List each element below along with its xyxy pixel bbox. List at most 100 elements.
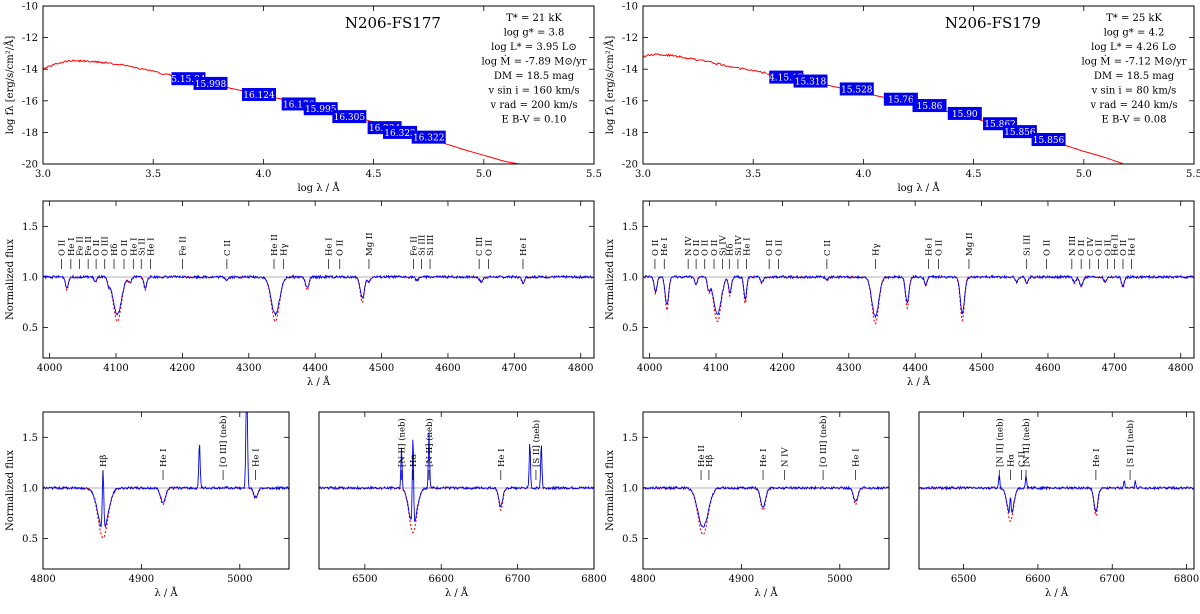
line-id-label: C II xyxy=(1018,451,1028,467)
panel-sed_right: 3.0 3.5 4.0 4.5 5.0 5.5 -10 -12 -14 -16 -18 -20 log … xyxy=(604,2,1200,195)
line-id-label: O III xyxy=(101,236,111,256)
x-tick-label: 4100 xyxy=(703,363,728,374)
y-tick-label: 0.5 xyxy=(22,534,38,545)
x-tick-label: 6700 xyxy=(505,574,530,585)
line-id: C II xyxy=(1018,451,1028,480)
stellar-parameter: v sin i = 160 km/s xyxy=(487,86,579,97)
model-spectrum-line xyxy=(919,487,1194,523)
line-id: Hα xyxy=(409,454,419,480)
photometry-label: 15.856 xyxy=(1004,128,1036,138)
x-tick-label: 4200 xyxy=(170,363,195,374)
stellar-parameter: T* = 21 kK xyxy=(506,13,562,24)
line-id: [O III] (neb) xyxy=(218,415,229,480)
line-id-label: He I xyxy=(759,448,769,467)
plot-frame xyxy=(642,200,1195,359)
line-id: He I xyxy=(159,448,169,480)
photometry-point: 16.305 xyxy=(332,110,367,124)
line-id: He I xyxy=(129,237,139,269)
line-id-label: O II xyxy=(651,240,661,256)
observed-spectrum-line xyxy=(319,432,594,522)
x-axis-label: λ / Å xyxy=(907,376,931,388)
line-id: Si II xyxy=(137,238,147,269)
stellar-parameter: DM = 18.5 mag xyxy=(1094,71,1175,82)
stellar-parameter: T* = 25 kK xyxy=(1106,13,1162,24)
x-axis-label: λ / Å xyxy=(307,376,331,388)
line-id-label: O II xyxy=(1043,240,1053,256)
x-tick-label: 4.0 xyxy=(255,169,271,180)
line-id-label: C II xyxy=(823,240,833,256)
photometry-box xyxy=(947,106,982,120)
panel-blue_right: 4000 4100 4200 4300 4400 4500 4600 4700 4800 0.5 1… xyxy=(605,200,1195,388)
x-tick-label: 4000 xyxy=(637,363,662,374)
line-id: O II xyxy=(934,240,944,269)
y-tick-label: 0.5 xyxy=(622,323,638,334)
x-tick-label: 5.5 xyxy=(586,169,602,180)
line-id: He I xyxy=(67,237,77,269)
x-tick-label: 4.5 xyxy=(366,169,382,180)
line-id-label: O II xyxy=(1104,240,1114,256)
line-id: Mg II xyxy=(965,232,975,269)
line-id-label: Mg II xyxy=(965,232,975,256)
photometry-box xyxy=(193,76,228,90)
line-id-label: He I xyxy=(660,237,670,256)
x-tick-label: 5.5 xyxy=(1186,169,1200,180)
line-id-label: O II xyxy=(1094,240,1104,256)
x-tick-label: 3.0 xyxy=(635,169,651,180)
line-id-label: Fe II xyxy=(76,236,86,256)
x-tick-label: 4800 xyxy=(1168,363,1193,374)
line-id: He I xyxy=(252,448,262,480)
model-spectrum-line xyxy=(319,487,594,534)
y-tick-label: -20 xyxy=(622,160,638,171)
photometry-point: 16.322 xyxy=(383,125,418,139)
x-tick-label: 4.0 xyxy=(855,169,871,180)
line-id-label: He I xyxy=(519,237,529,256)
photometry-box xyxy=(1002,125,1037,139)
line-id-label: [N II] (neb) xyxy=(994,418,1005,467)
line-id-label: He I xyxy=(129,237,139,256)
line-id-label: Si III xyxy=(1023,235,1033,256)
x-tick-label: 6800 xyxy=(1174,574,1199,585)
line-id: Si III xyxy=(1023,235,1033,269)
line-id: [N II] (neb) xyxy=(1021,418,1032,480)
line-id: He I xyxy=(759,448,769,480)
line-id-label: He I xyxy=(147,237,157,256)
x-tick-label: 4600 xyxy=(435,363,460,374)
photometry-label: 14.15.127 xyxy=(763,74,809,84)
line-id: Hβ xyxy=(99,455,109,480)
line-id: N III xyxy=(1068,236,1078,269)
line-id-label: O II xyxy=(710,240,720,256)
line-id: [O III] (neb) xyxy=(818,415,829,480)
line-id-label: C II xyxy=(223,240,233,256)
star-title: N206-FS177 xyxy=(345,14,441,32)
line-id-label: O II xyxy=(1077,240,1087,256)
y-tick-label: -16 xyxy=(22,96,38,107)
observed-spectrum-line xyxy=(43,412,289,529)
y-tick-label: -14 xyxy=(622,65,638,76)
x-axis-label: λ / Å xyxy=(1045,587,1069,599)
line-id-label: Si III xyxy=(417,235,427,256)
photometry-label: 16.124 xyxy=(243,91,275,101)
x-tick-label: 5000 xyxy=(827,574,852,585)
photometry-point: 15.90 xyxy=(947,106,982,120)
x-tick-label: 4700 xyxy=(502,363,527,374)
y-tick-label: 0.5 xyxy=(622,534,638,545)
line-id-label: He I xyxy=(852,448,862,467)
x-tick-label: 3.5 xyxy=(745,169,761,180)
line-id: [S II] (neb) xyxy=(1125,420,1136,480)
line-id-label: [N II] (neb) xyxy=(1021,418,1032,467)
photometry-label: 15.318 xyxy=(795,78,827,88)
line-id-label: He I xyxy=(67,237,77,256)
model-spectrum-line xyxy=(643,276,1194,325)
x-tick-label: 3.5 xyxy=(145,169,161,180)
line-id: He I xyxy=(660,237,670,269)
line-id: [S II] (neb) xyxy=(531,420,542,480)
y-axis-label: Normalized flux xyxy=(5,450,16,531)
y-axis-label: log fλ [erg/s/cm²/Å] xyxy=(4,36,16,135)
y-tick-label: -12 xyxy=(622,33,638,44)
x-axis-label: λ / Å xyxy=(754,587,778,599)
plot-frame xyxy=(918,411,1195,570)
